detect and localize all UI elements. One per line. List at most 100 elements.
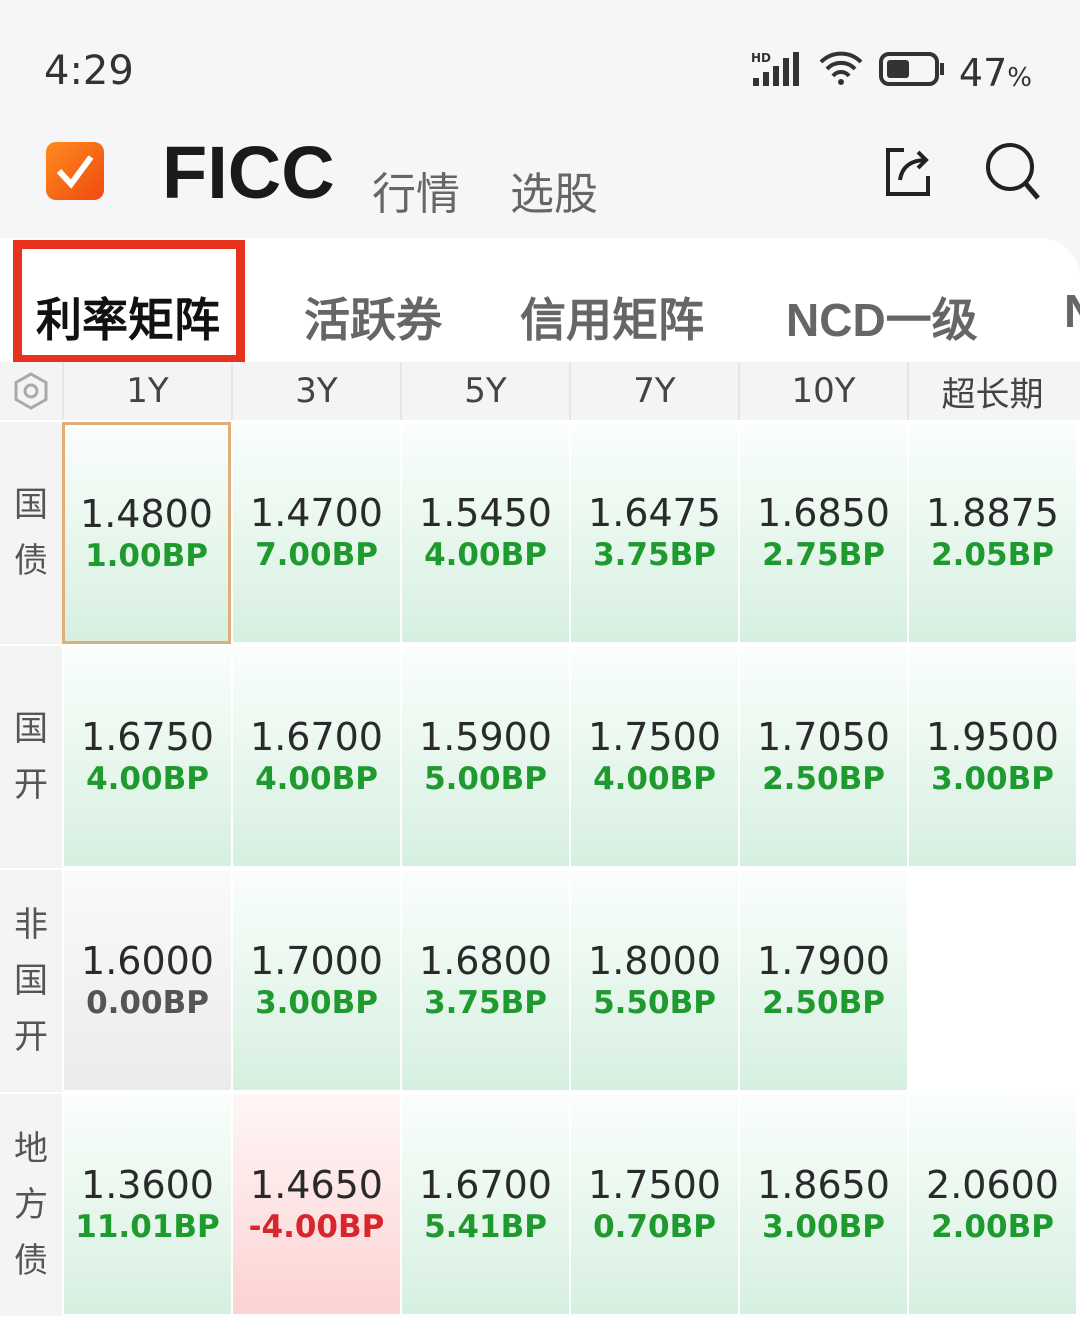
rate-value: 1.7000	[250, 939, 383, 983]
rate-change: 3.00BP	[931, 761, 1054, 797]
rate-cell[interactable]: 1.6800 3.75BP	[400, 870, 569, 1092]
share-icon	[886, 148, 930, 196]
rate-value: 1.8875	[926, 491, 1059, 535]
rate-value: 1.4800	[80, 492, 213, 536]
rate-value: 1.6700	[419, 1163, 552, 1207]
rate-change: 5.41BP	[424, 1209, 547, 1245]
table-row: 国债 1.4800 1.00BP 1.4700 7.00BP 1.5450 4.00BP 1.…	[0, 422, 1080, 644]
rate-cell[interactable]: 1.8650 3.00BP	[738, 1094, 907, 1316]
rate-cell[interactable]: 1.7000 3.00BP	[231, 870, 400, 1092]
rate-change: 5.00BP	[424, 761, 547, 797]
page-title: FICC	[162, 131, 335, 214]
rate-change: 11.01BP	[75, 1209, 220, 1245]
rate-cell[interactable]: 1.4650 -4.00BP	[231, 1094, 400, 1316]
rate-cell[interactable]: 1.7900 2.50BP	[738, 870, 907, 1092]
rate-change: 2.00BP	[931, 1209, 1054, 1245]
rate-value: 1.5450	[419, 491, 552, 535]
settings-button[interactable]	[0, 362, 62, 420]
rate-cell[interactable]: 1.5900 5.00BP	[400, 646, 569, 868]
rate-change: 2.50BP	[762, 761, 885, 797]
rate-cell[interactable]: 1.4700 7.00BP	[231, 422, 400, 644]
row-label-cell: 地方债	[0, 1094, 62, 1316]
rate-cell[interactable]: 1.7050 2.50BP	[738, 646, 907, 868]
rate-change: 3.00BP	[255, 985, 378, 1021]
rate-change: 3.75BP	[424, 985, 547, 1021]
nav-stock-picker[interactable]: 选股	[510, 169, 598, 220]
signal-icon: HD	[751, 50, 803, 95]
rate-value: 1.6750	[81, 715, 214, 759]
clock: 4:29	[44, 48, 134, 94]
rate-cell[interactable]: 1.6850 2.75BP	[738, 422, 907, 644]
tab-ncd-primary[interactable]: NCD一级	[786, 294, 978, 346]
rate-value: 1.9500	[926, 715, 1059, 759]
battery-icon	[878, 51, 945, 95]
rate-change: 2.50BP	[762, 985, 885, 1021]
rate-value: 1.5900	[419, 715, 552, 759]
search-icon	[986, 143, 1040, 200]
column-header[interactable]: 超长期	[907, 362, 1076, 420]
rate-change: 1.00BP	[85, 538, 208, 574]
share-button[interactable]	[880, 142, 938, 204]
tab-rate-matrix[interactable]: 利率矩阵	[36, 293, 220, 347]
table-row: 地方债 1.3600 11.01BP 1.4650 -4.00BP 1.6700 5.41B…	[0, 1094, 1080, 1316]
rate-value: 1.7050	[757, 715, 890, 759]
rate-change: 4.00BP	[255, 761, 378, 797]
rate-cell[interactable]: 1.5450 4.00BP	[400, 422, 569, 644]
empty-cell	[907, 870, 1076, 1092]
nav-quotes[interactable]: 行情	[372, 169, 460, 220]
row-label: 国债	[14, 485, 48, 581]
column-header[interactable]: 1Y	[62, 362, 231, 420]
rate-cell[interactable]: 1.3600 11.01BP	[62, 1094, 231, 1316]
rate-value: 1.7900	[757, 939, 890, 983]
rate-value: 1.6850	[757, 491, 890, 535]
rate-change: -4.00BP	[248, 1209, 385, 1245]
tab-next[interactable]: N	[1064, 284, 1080, 338]
rate-change: 2.75BP	[762, 537, 885, 573]
tab-credit-matrix[interactable]: 信用矩阵	[520, 293, 704, 347]
column-header[interactable]: 7Y	[569, 362, 738, 420]
rate-change: 4.00BP	[86, 761, 209, 797]
rate-cell[interactable]: 1.6000 0.00BP	[62, 870, 231, 1092]
status-bar: 4:29 HD 47%	[0, 0, 1080, 120]
rate-cell[interactable]: 1.7500 4.00BP	[569, 646, 738, 868]
rate-change: 5.50BP	[593, 985, 716, 1021]
column-header[interactable]: 10Y	[738, 362, 907, 420]
rate-cell[interactable]: 2.0600 2.00BP	[907, 1094, 1076, 1316]
rate-value: 1.4650	[250, 1163, 383, 1207]
battery-unit: %	[1007, 62, 1032, 93]
wifi-icon	[817, 50, 865, 95]
rate-change: 2.05BP	[931, 537, 1054, 573]
rate-value: 1.6700	[250, 715, 383, 759]
rate-cell[interactable]: 1.6700 5.41BP	[400, 1094, 569, 1316]
column-header-row: 1Y 3Y 5Y 7Y 10Y 超长期	[0, 362, 1080, 420]
row-label-cell: 非国开	[0, 870, 62, 1092]
rate-change: 0.00BP	[86, 985, 209, 1021]
settings-hex-icon	[14, 372, 48, 410]
rate-value: 1.8000	[588, 939, 721, 983]
rate-value: 1.7500	[588, 1163, 721, 1207]
network-label: HD	[751, 51, 771, 65]
rate-cell[interactable]: 1.4800 1.00BP	[62, 422, 231, 644]
rate-cell[interactable]: 1.6750 4.00BP	[62, 646, 231, 868]
table-row: 国开 1.6750 4.00BP 1.6700 4.00BP 1.5900 5.00BP 1.…	[0, 646, 1080, 868]
tab-active-bonds[interactable]: 活跃券	[304, 293, 442, 347]
highlight-box	[13, 240, 245, 364]
column-header[interactable]: 3Y	[231, 362, 400, 420]
rate-cell[interactable]: 1.9500 3.00BP	[907, 646, 1076, 868]
app-logo-icon	[46, 142, 104, 200]
battery-percent: 47	[958, 50, 1008, 95]
rate-cell[interactable]: 1.8000 5.50BP	[569, 870, 738, 1092]
rate-cell[interactable]: 1.6700 4.00BP	[231, 646, 400, 868]
column-header[interactable]: 5Y	[400, 362, 569, 420]
rate-value: 1.7500	[588, 715, 721, 759]
rate-change: 0.70BP	[593, 1209, 716, 1245]
rate-change: 4.00BP	[593, 761, 716, 797]
tab-bar: 利率矩阵 活跃券 信用矩阵 NCD一级 N	[0, 238, 1080, 364]
rate-cell[interactable]: 1.8875 2.05BP	[907, 422, 1076, 644]
search-button[interactable]	[984, 140, 1042, 206]
rate-cell[interactable]: 1.7500 0.70BP	[569, 1094, 738, 1316]
rate-value: 1.3600	[81, 1163, 214, 1207]
rate-change: 4.00BP	[424, 537, 547, 573]
rate-cell[interactable]: 1.6475 3.75BP	[569, 422, 738, 644]
